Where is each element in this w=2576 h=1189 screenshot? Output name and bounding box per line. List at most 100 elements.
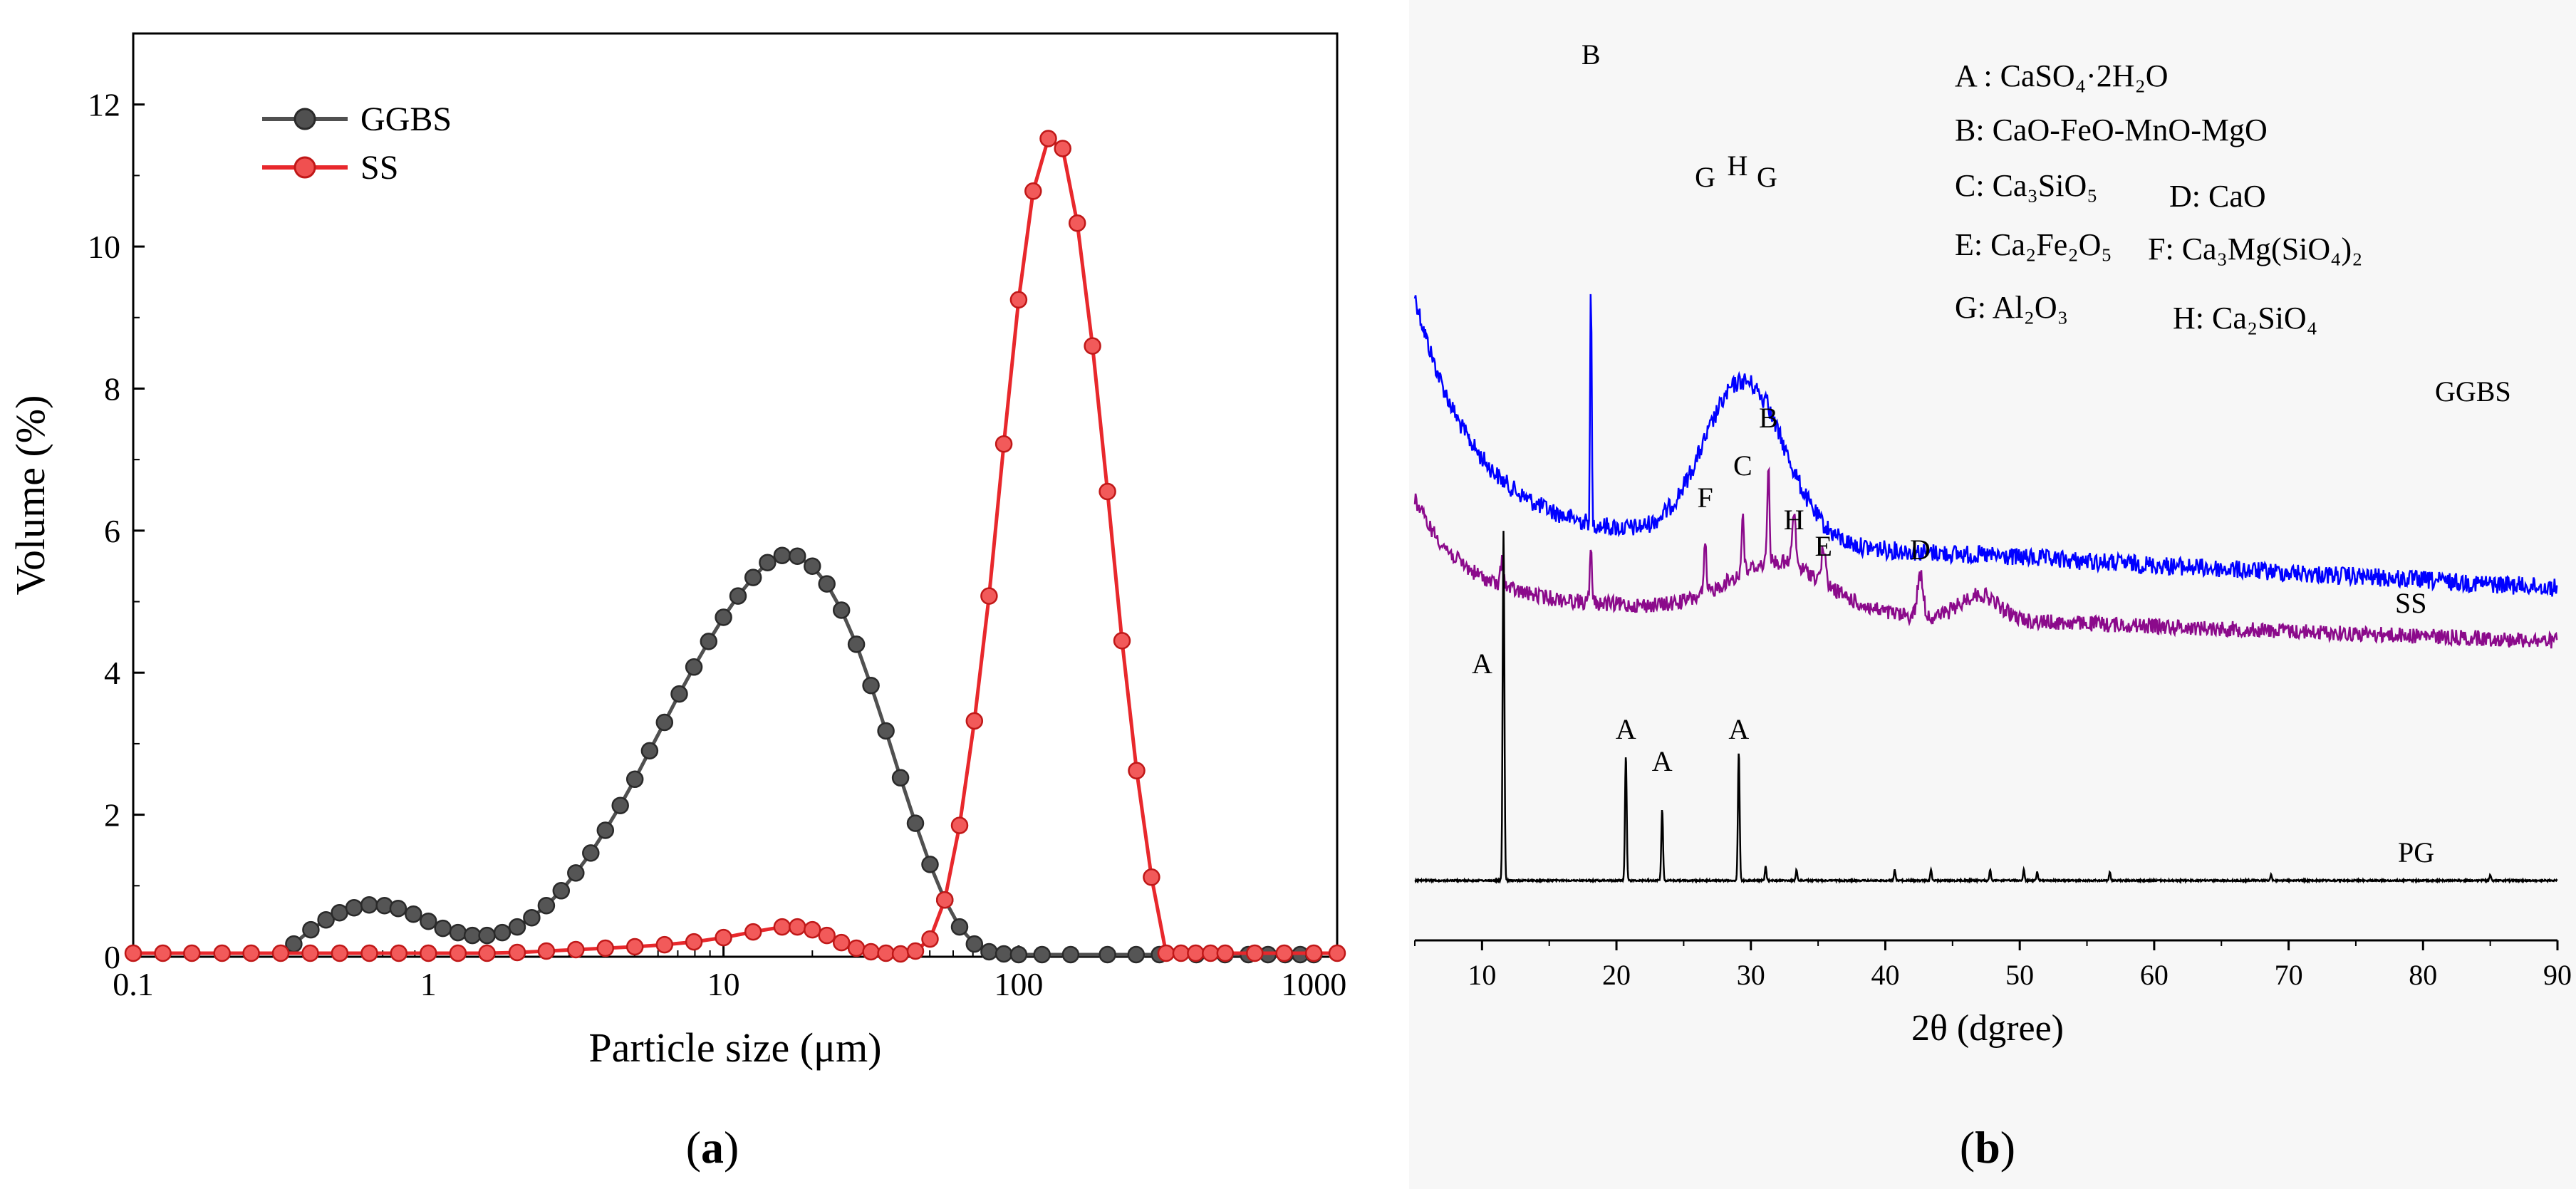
xrd-trace-ss xyxy=(1413,466,2558,649)
data-point-ggbs xyxy=(640,742,659,760)
panel-a-x-axis-title: Particle size (μm) xyxy=(588,1024,881,1071)
peak-label-g: G xyxy=(1757,161,1777,193)
data-point-ss xyxy=(877,944,895,962)
data-point-ss xyxy=(390,944,408,962)
data-point-ss xyxy=(124,944,142,962)
data-point-ss xyxy=(862,943,880,961)
phase-legend-g: G: Al₂O₃ xyxy=(1955,290,2068,325)
data-point-ss xyxy=(1084,337,1101,355)
data-point-ggbs xyxy=(405,905,422,923)
x-tick-label: 60 xyxy=(2140,959,2169,991)
y-tick-label: 8 xyxy=(104,370,120,407)
peak-label-e: E xyxy=(1814,530,1832,562)
x-tick-label: 80 xyxy=(2409,959,2437,991)
peak-label-a: A xyxy=(1728,713,1749,745)
series-ggbs xyxy=(285,546,1323,964)
data-point-ss xyxy=(1216,944,1235,962)
data-point-ggbs xyxy=(1099,945,1116,964)
data-point-ss xyxy=(301,944,319,962)
x-tick-label: 70 xyxy=(2275,959,2303,991)
phase-legend-c: C: Ca₃SiO₅ xyxy=(1955,168,2098,203)
x-tick-label: 20 xyxy=(1602,959,1631,991)
data-point-ss xyxy=(1128,762,1146,780)
panel-a-y-axis-title: Volume (%) xyxy=(7,395,53,596)
y-tick-label: 4 xyxy=(104,655,120,691)
data-point-ss xyxy=(921,930,939,948)
data-point-ggbs xyxy=(317,910,335,929)
phase-legend-a: A : CaSO₄·2H₂O xyxy=(1955,58,2169,93)
data-point-ss xyxy=(1202,944,1220,962)
data-point-ggbs xyxy=(508,918,526,936)
data-point-ggbs xyxy=(567,864,585,882)
series-label-ss: SS xyxy=(2395,587,2427,619)
data-point-ss xyxy=(1009,291,1028,309)
x-tick-label: 10 xyxy=(707,966,740,1002)
peak-label-c: C xyxy=(1733,450,1752,482)
data-point-ggbs xyxy=(847,635,866,653)
peak-label-a: A xyxy=(1472,648,1492,680)
data-point-ss xyxy=(906,942,925,960)
series-label-pg: PG xyxy=(2398,836,2434,868)
data-point-ggbs xyxy=(862,676,880,695)
data-point-ggbs xyxy=(891,769,910,787)
y-tick-label: 10 xyxy=(88,229,120,265)
x-tick-label: 1000 xyxy=(1281,966,1346,1002)
data-point-ss xyxy=(773,918,791,936)
data-point-ss xyxy=(965,712,984,730)
legend-ggbs-label: GGBS xyxy=(360,100,452,138)
data-point-ggbs xyxy=(921,856,939,873)
data-point-ss xyxy=(154,944,172,962)
data-point-ss xyxy=(1246,944,1264,962)
data-point-ss xyxy=(508,943,526,962)
y-tick-label: 6 xyxy=(104,513,120,549)
data-point-ggbs xyxy=(804,557,821,575)
data-point-ggbs xyxy=(950,918,969,936)
data-point-ss xyxy=(537,942,556,960)
series-line-ggbs xyxy=(292,554,1314,957)
x-tick-label: 40 xyxy=(1871,959,1899,991)
data-point-ss xyxy=(1024,182,1042,200)
data-point-ss xyxy=(655,935,674,954)
y-tick-label: 0 xyxy=(104,939,120,975)
data-point-ggbs xyxy=(611,796,629,814)
peak-label-d: D xyxy=(1910,534,1931,566)
panel-b-caption: (b) xyxy=(1960,1122,2015,1173)
data-point-ss xyxy=(596,939,615,957)
data-point-ggbs xyxy=(877,722,895,740)
legend-ss-marker xyxy=(294,156,316,179)
phase-legend-h: H: Ca₂SiO₄ xyxy=(2173,301,2317,336)
data-point-ss xyxy=(789,918,806,936)
peak-label-g: G xyxy=(1695,161,1715,193)
data-point-ggbs xyxy=(744,568,762,586)
x-tick-label: 30 xyxy=(1737,959,1765,991)
xrd-trace-ggbs xyxy=(1413,294,2558,597)
panel-b-phase-legend: A : CaSO₄·2H₂O B: CaO-FeO-MnO-MgO C: Ca₃… xyxy=(1955,58,2363,336)
data-point-ss xyxy=(213,944,231,962)
data-point-ss xyxy=(994,435,1013,453)
data-point-ss xyxy=(935,891,954,909)
data-point-ss xyxy=(1172,944,1190,962)
data-point-ss xyxy=(1039,130,1057,147)
data-point-ggbs xyxy=(700,633,718,650)
panel-a-series xyxy=(124,130,1346,964)
data-point-ss xyxy=(183,944,201,962)
data-point-ggbs xyxy=(980,943,998,961)
data-point-ggbs xyxy=(789,547,806,565)
data-point-ggbs xyxy=(965,935,984,953)
data-point-ggbs xyxy=(345,898,363,917)
data-point-ss xyxy=(1157,944,1175,962)
panel-a-y-tick-labels: 0 2 4 6 8 10 12 xyxy=(88,87,120,975)
data-point-ggbs xyxy=(360,895,378,914)
data-point-ss xyxy=(980,587,998,605)
data-point-ggbs xyxy=(994,945,1013,963)
data-point-ss xyxy=(420,944,437,962)
data-point-ss xyxy=(685,933,703,951)
peak-label-a: A xyxy=(1652,745,1673,777)
data-point-ggbs xyxy=(331,903,348,922)
panel-a-plot-frame xyxy=(132,32,1339,958)
data-point-ss xyxy=(832,933,851,952)
x-tick-label: 1 xyxy=(420,966,437,1002)
phase-legend-f: F: Ca₃Mg(SiO₄)₂ xyxy=(2148,232,2363,266)
data-point-ggbs xyxy=(493,923,511,942)
panel-b-series xyxy=(1413,294,2558,885)
